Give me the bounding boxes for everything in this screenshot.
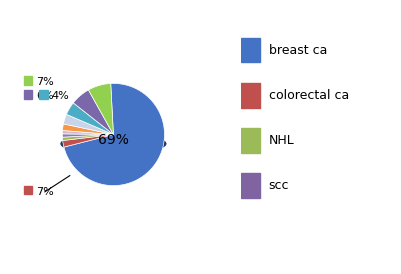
Polygon shape <box>63 135 113 147</box>
Text: colorectal ca: colorectal ca <box>268 89 348 102</box>
Ellipse shape <box>61 134 165 153</box>
Bar <box>241 173 260 198</box>
Text: 7%: 7% <box>36 77 54 87</box>
Polygon shape <box>63 114 113 135</box>
Polygon shape <box>66 103 113 135</box>
Bar <box>39 90 48 99</box>
Polygon shape <box>88 84 113 135</box>
Polygon shape <box>62 130 113 135</box>
Polygon shape <box>62 135 113 141</box>
Bar <box>24 185 32 194</box>
Text: 6%: 6% <box>36 92 54 101</box>
Text: NHL: NHL <box>268 134 294 147</box>
Polygon shape <box>73 90 113 135</box>
Text: scc: scc <box>268 179 288 192</box>
Polygon shape <box>62 134 113 137</box>
Bar <box>241 38 260 62</box>
Bar <box>241 83 260 107</box>
Bar <box>24 76 32 85</box>
Bar <box>24 90 32 99</box>
Polygon shape <box>64 83 164 185</box>
Polygon shape <box>62 124 113 135</box>
Text: breast ca: breast ca <box>268 44 326 56</box>
Bar <box>241 128 260 153</box>
Text: 69%: 69% <box>98 133 129 147</box>
Text: 4%: 4% <box>52 92 69 101</box>
Text: 7%: 7% <box>36 187 54 197</box>
